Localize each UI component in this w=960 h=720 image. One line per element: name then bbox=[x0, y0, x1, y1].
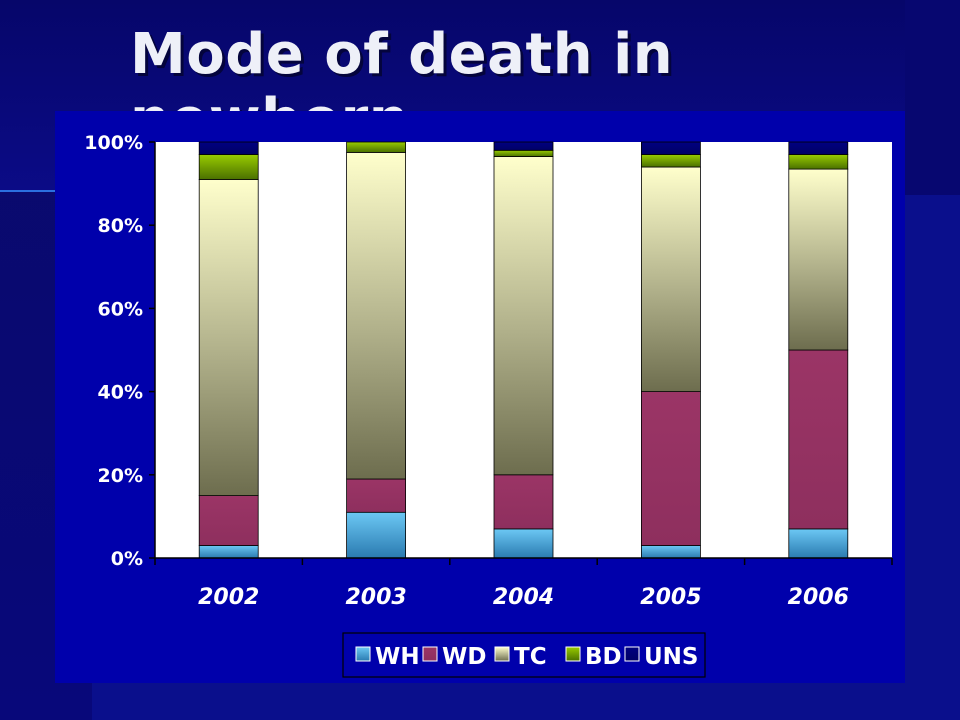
bar-tc-2002 bbox=[198, 179, 259, 497]
bar-wd-2003 bbox=[346, 478, 407, 513]
bar-wh-2003 bbox=[346, 511, 407, 559]
background-right-band bbox=[905, 0, 960, 195]
bar-wd-2005 bbox=[641, 391, 701, 546]
bar-wh-2005 bbox=[641, 545, 701, 559]
x-tick-label-2003: 2003 bbox=[345, 585, 406, 610]
bar-wd-2002 bbox=[198, 495, 259, 546]
bar-uns-2002 bbox=[198, 141, 259, 155]
bar-bd-2002 bbox=[198, 154, 259, 180]
bar-uns-2004 bbox=[493, 141, 554, 151]
bar-wd-2006 bbox=[788, 349, 849, 530]
bar-bd-2005 bbox=[641, 154, 701, 168]
legend-label-bd: BD bbox=[585, 644, 622, 670]
bar-bd-2004 bbox=[493, 149, 554, 157]
bar-wh-2002 bbox=[198, 545, 259, 559]
y-tick-label: 80% bbox=[98, 215, 143, 237]
y-tick-label: 100% bbox=[84, 132, 143, 154]
bar-uns-2005 bbox=[641, 141, 701, 155]
x-tick-label-2004: 2004 bbox=[493, 585, 554, 610]
background-accent-line bbox=[0, 190, 58, 192]
x-tick-label-2006: 2006 bbox=[788, 585, 849, 610]
x-tick-label-2005: 2005 bbox=[640, 585, 701, 610]
y-tick-label: 40% bbox=[98, 382, 143, 404]
legend-swatch-bd bbox=[565, 646, 581, 662]
x-tick-label-2002: 2002 bbox=[198, 585, 259, 610]
legend-label-wh: WH bbox=[375, 644, 420, 670]
bar-uns-2006 bbox=[788, 141, 849, 155]
bar-wh-2006 bbox=[788, 528, 849, 559]
bar-bd-2003 bbox=[346, 141, 407, 153]
chart: 0% 20% 40% 60% 80% 100% 2002 2003 2004 2005 2006 W… bbox=[84, 132, 893, 678]
bar-tc-2003 bbox=[346, 152, 407, 480]
bar-tc-2004 bbox=[493, 156, 554, 476]
bar-tc-2005 bbox=[641, 166, 701, 393]
y-tick-label: 0% bbox=[111, 548, 143, 570]
bar-bd-2006 bbox=[788, 154, 849, 170]
legend-swatch-wd bbox=[422, 646, 438, 662]
legend-label-wd: WD bbox=[442, 644, 486, 670]
y-tick-label: 60% bbox=[98, 298, 143, 320]
bar-wd-2004 bbox=[493, 474, 554, 530]
bar-tc-2006 bbox=[788, 168, 849, 351]
y-tick-label: 20% bbox=[98, 465, 143, 487]
legend-swatch-wh bbox=[355, 646, 371, 662]
chart-panel: 0% 20% 40% 60% 80% 100% 2002 2003 2004 2005 2006 W… bbox=[55, 111, 905, 683]
legend-swatch-tc bbox=[494, 646, 510, 662]
legend-swatch-uns bbox=[624, 646, 640, 662]
legend-label-uns: UNS bbox=[644, 644, 699, 670]
legend bbox=[342, 632, 706, 678]
bar-wh-2004 bbox=[493, 528, 554, 559]
legend-label-tc: TC bbox=[514, 644, 547, 670]
